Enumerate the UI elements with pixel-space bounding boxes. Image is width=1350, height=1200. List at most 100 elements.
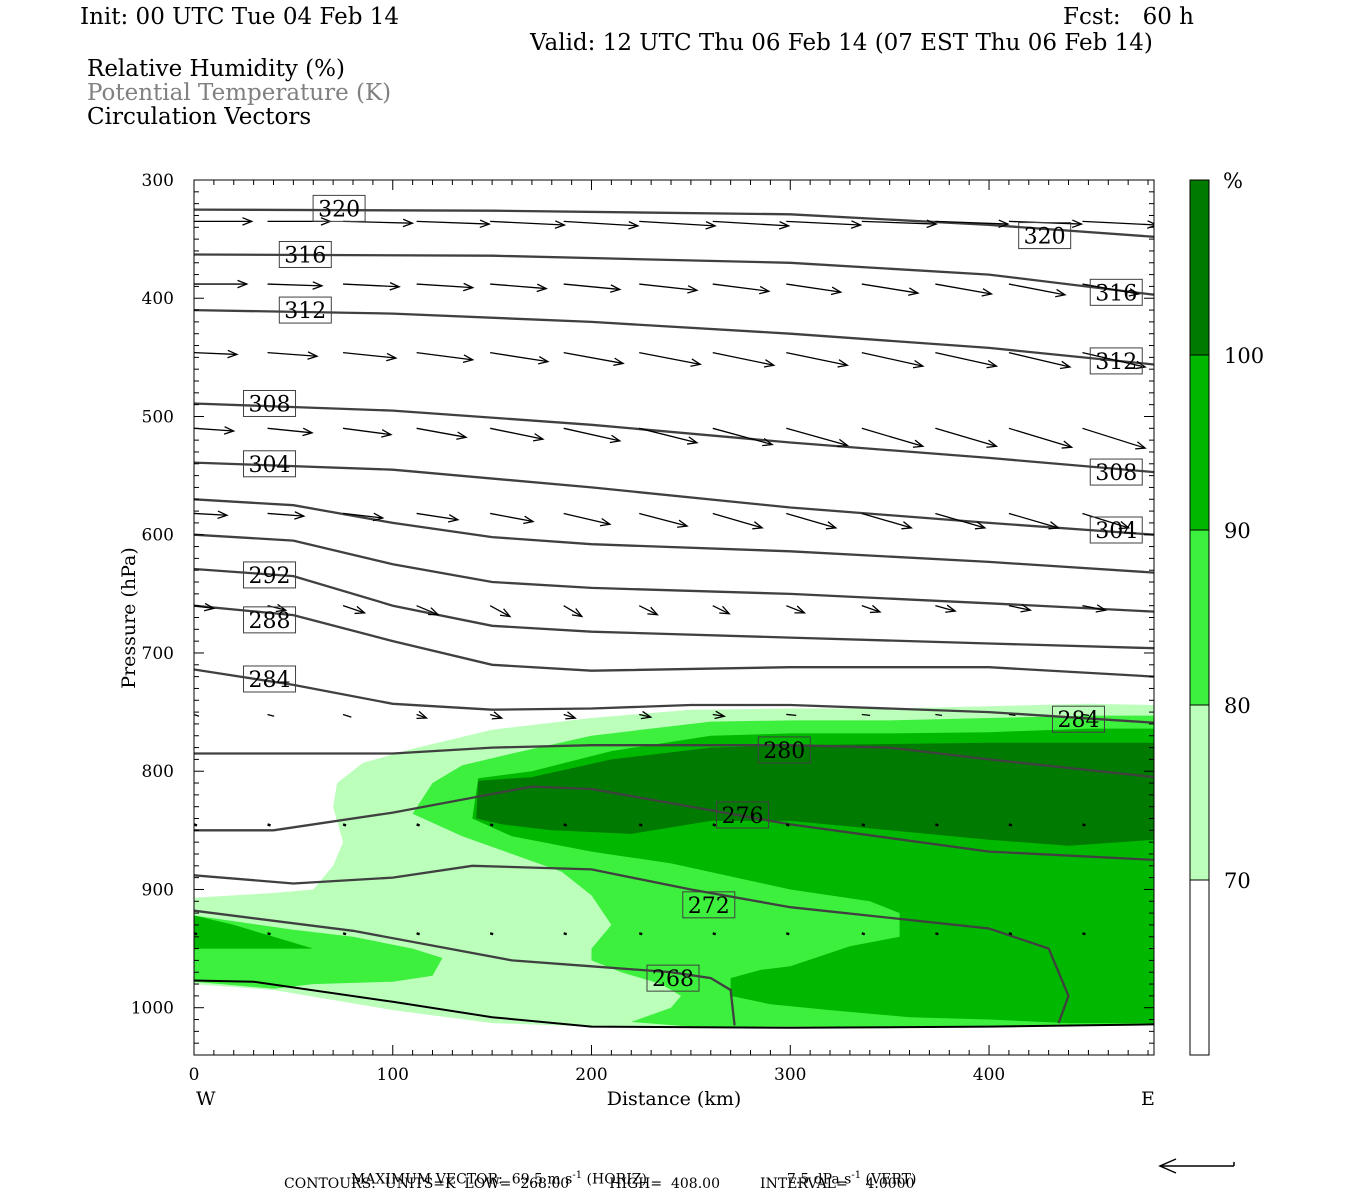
- vector-head: [456, 431, 468, 440]
- theta-label-text: 316: [1095, 281, 1137, 306]
- vector-shaft: [934, 932, 939, 936]
- circulation-vector: [194, 217, 254, 226]
- vector-shaft: [712, 427, 773, 446]
- vector-shaft: [1008, 823, 1013, 827]
- vector-shaft: [1008, 352, 1071, 368]
- vector-shaft: [416, 427, 467, 438]
- vector-shaft: [1008, 605, 1031, 611]
- vector-shaft: [416, 823, 420, 827]
- vector-head: [901, 521, 914, 530]
- x-tick-label: 200: [575, 1065, 607, 1085]
- circulation-vector: [1008, 283, 1067, 298]
- circulation-vector: [712, 710, 727, 720]
- vector-head: [677, 519, 689, 528]
- circulation-vector: [786, 427, 850, 448]
- vector-shaft: [416, 713, 427, 719]
- circulation-vector: [563, 351, 625, 367]
- vector-shaft: [267, 427, 313, 434]
- circulation-vector: [861, 713, 871, 717]
- circulation-vector: [194, 713, 200, 717]
- theta-label-box: [243, 450, 297, 478]
- circulation-vector: [267, 351, 319, 360]
- vector-shaft: [1008, 427, 1072, 448]
- vector-shaft: [1082, 713, 1090, 717]
- circulation-vector: [563, 220, 640, 230]
- vector-shaft: [712, 823, 717, 827]
- circulation-vector: [416, 512, 460, 523]
- theta-label-272-0: 272: [682, 891, 736, 919]
- colorbar-legend: 70 80 90 100: [1189, 179, 1264, 1056]
- theta-contour-304: [194, 461, 1154, 536]
- circulation-vector: [342, 427, 393, 438]
- vector-shaft: [416, 220, 490, 225]
- vector-head: [869, 604, 882, 614]
- circulation-vector: [416, 823, 420, 827]
- vector-shaft: [639, 283, 698, 292]
- y-tick-label: 500: [142, 407, 174, 427]
- vector-head: [705, 221, 717, 230]
- vector-shaft: [861, 427, 924, 447]
- vector-shaft: [1082, 823, 1086, 827]
- vector-head: [447, 514, 460, 523]
- circulation-vector: [935, 219, 1010, 229]
- theta-label-text: 312: [284, 299, 326, 324]
- circulation-vector: [563, 932, 568, 936]
- vector-shaft: [563, 351, 624, 365]
- vector-shaft: [861, 352, 924, 367]
- theta-contour-288: [194, 604, 1154, 678]
- field-label-theta: Potential Temperature (K): [87, 80, 392, 106]
- circulation-vector: [1082, 713, 1090, 717]
- vector-shaft: [267, 932, 271, 936]
- circulation-vector: [712, 932, 717, 936]
- vector-head: [609, 434, 622, 444]
- vector-head: [628, 221, 640, 230]
- circulation-vector: [638, 823, 643, 827]
- y-tick-label: 1000: [131, 999, 174, 1019]
- circulation-vector: [1082, 352, 1147, 370]
- theta-contour-296: [194, 533, 1154, 613]
- vector-head: [1128, 288, 1141, 297]
- theta-label-308-1: 308: [1089, 458, 1143, 486]
- circulation-vector: [1082, 283, 1141, 297]
- vector-head: [778, 221, 791, 230]
- vector-shaft: [639, 220, 716, 227]
- circulation-vector: [1082, 427, 1147, 450]
- vector-head: [203, 602, 216, 612]
- y-tick-label: 700: [142, 644, 174, 664]
- vector-shaft: [861, 823, 866, 827]
- vector-head: [690, 358, 702, 367]
- vector-shaft: [267, 283, 323, 287]
- circulation-vector: [490, 427, 545, 442]
- vector-shaft: [490, 512, 534, 523]
- vector-head: [536, 283, 548, 293]
- theta-label-text: 280: [763, 739, 805, 764]
- vector-shaft: [267, 512, 304, 517]
- theta-label-box: [1089, 516, 1143, 544]
- circulation-vector: [1008, 512, 1061, 530]
- vector-head: [428, 607, 440, 616]
- vector-shaft: [416, 932, 420, 936]
- theta-label-316-0: 316: [278, 240, 332, 268]
- vector-shaft: [1082, 352, 1146, 368]
- theta-label-312-0: 312: [278, 296, 332, 324]
- vector-head: [825, 521, 838, 530]
- vector-shaft: [935, 713, 943, 717]
- circulation-vector: [416, 219, 491, 229]
- vector-shaft: [712, 283, 769, 292]
- vector-shaft: [861, 713, 871, 717]
- vector-head: [714, 710, 727, 720]
- theta-label-320-1: 320: [1018, 222, 1072, 250]
- vector-shaft: [935, 427, 997, 447]
- reference-vector-head: [1158, 1158, 1177, 1174]
- x-tick-label: 0: [189, 1065, 200, 1085]
- circulation-vector: [861, 932, 866, 936]
- vector-shaft: [563, 713, 576, 719]
- circulation-vector: [416, 427, 468, 440]
- theta-contour-312: [194, 308, 1154, 366]
- vector-head: [986, 439, 999, 448]
- colorbar-segment: [1190, 355, 1209, 530]
- vector-shaft: [343, 351, 396, 359]
- circulation-vector: [194, 510, 229, 520]
- theta-label-box: [646, 964, 700, 992]
- vector-head: [687, 285, 699, 294]
